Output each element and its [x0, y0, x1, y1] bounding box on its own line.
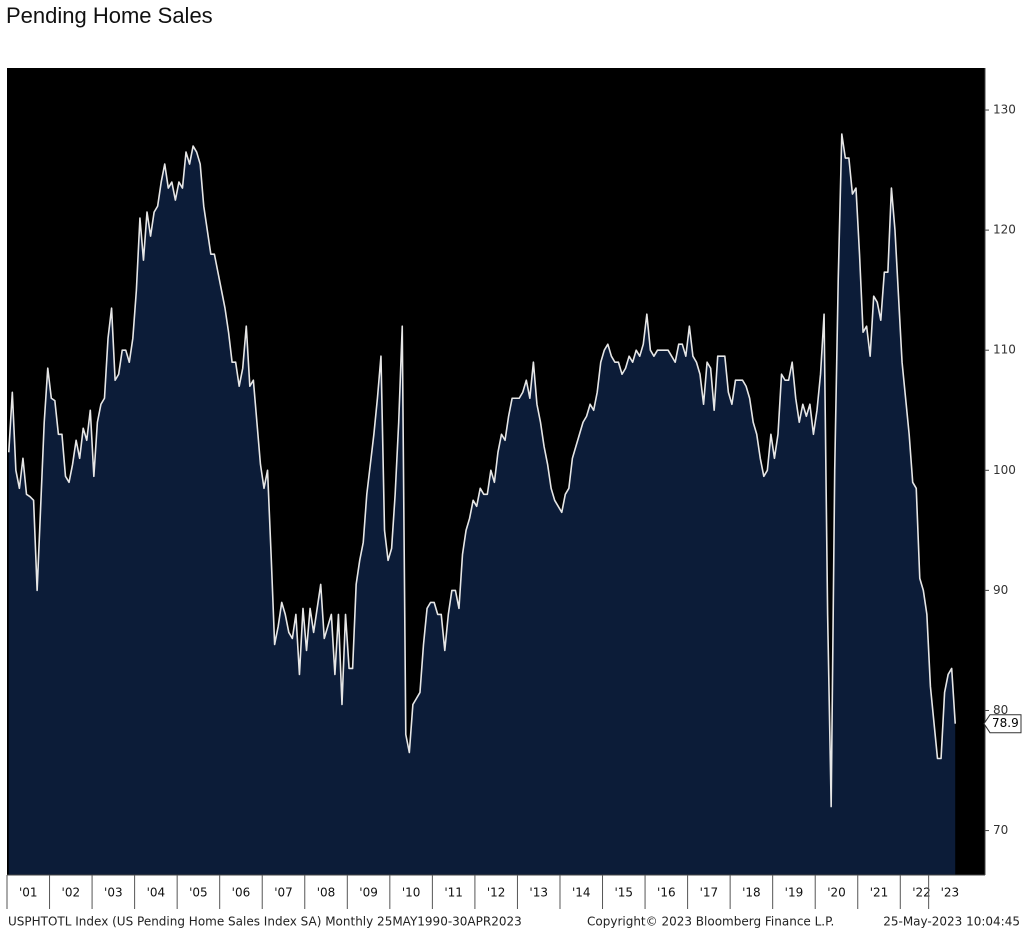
x-tick-label: '16 [657, 886, 676, 900]
last-value-label: 78.9 [992, 716, 1019, 730]
x-tick-label: '17 [700, 886, 719, 900]
x-tick-label: '07 [274, 886, 293, 900]
x-tick-label: '09 [359, 886, 378, 900]
x-tick-label: '02 [62, 886, 81, 900]
y-tick-label: 100 [993, 463, 1016, 477]
x-tick-label: '05 [189, 886, 208, 900]
footer-right: 25-May-2023 10:04:45 [883, 915, 1020, 929]
x-tick-label: '18 [742, 886, 761, 900]
x-tick-label: '14 [572, 886, 591, 900]
footer-left: USPHTOTL Index (US Pending Home Sales In… [8, 915, 522, 929]
x-tick-label: '03 [104, 886, 123, 900]
x-tick-label: '06 [232, 886, 251, 900]
x-tick-label: '22 [912, 886, 931, 900]
x-tick-label: '20 [827, 886, 846, 900]
x-tick-label: '15 [615, 886, 634, 900]
x-tick-label: '21 [870, 886, 889, 900]
y-tick-label: 120 [993, 223, 1016, 237]
x-tick-label: '08 [317, 886, 336, 900]
x-tick-label: '19 [785, 886, 804, 900]
footer-mid: Copyright© 2023 Bloomberg Finance L.P. [587, 915, 834, 929]
y-tick-label: 80 [993, 703, 1008, 717]
x-tick-label: '11 [444, 886, 463, 900]
y-tick-label: 90 [993, 583, 1008, 597]
x-tick-label: '12 [487, 886, 506, 900]
x-tick-label: '01 [19, 886, 38, 900]
y-tick-label: 110 [993, 343, 1016, 357]
area [8, 134, 956, 876]
y-tick-label: 70 [993, 823, 1008, 837]
line [7, 133, 957, 808]
x-tick-label: '13 [529, 886, 548, 900]
x-tick-label: '10 [402, 886, 421, 900]
x-tick-label: '23 [941, 886, 960, 900]
y-tick-label: 130 [993, 103, 1016, 117]
x-tick-label: '04 [147, 886, 166, 900]
last-value-tag [983, 714, 1022, 734]
chart-title: Pending Home Sales [6, 3, 213, 28]
